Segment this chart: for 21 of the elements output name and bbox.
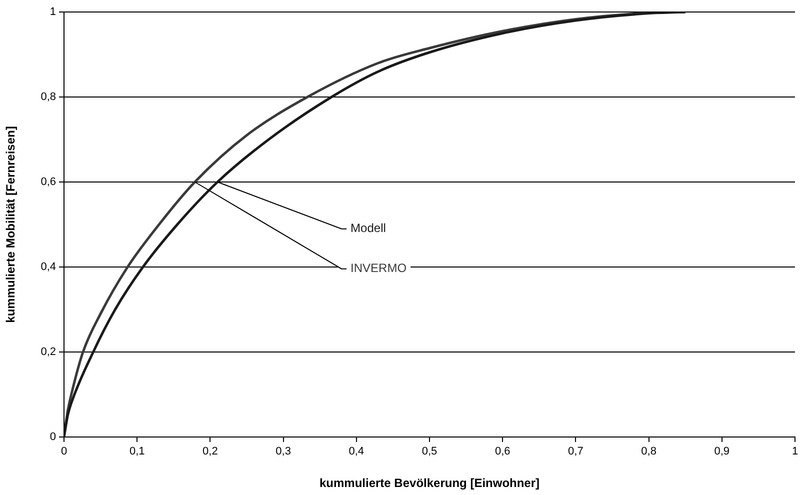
y-tick-label: 0 bbox=[50, 431, 56, 444]
y-tick-label: 0,6 bbox=[40, 176, 56, 188]
x-tick-label: 0,9 bbox=[714, 446, 730, 458]
x-tick-label: 0,8 bbox=[641, 446, 656, 458]
x-tick-label: 0 bbox=[60, 446, 68, 458]
x-tick-label: 1 bbox=[792, 446, 798, 458]
x-tick-label: 0,1 bbox=[129, 446, 145, 458]
x-tick-label: 0,6 bbox=[494, 446, 510, 458]
x-tick-label: 0,3 bbox=[276, 446, 291, 458]
x-axis-title: kummulierte Bevölkerung [Einwohner] bbox=[319, 476, 540, 490]
y-tick-label: 0,8 bbox=[40, 91, 56, 104]
x-tick-label: 0,5 bbox=[422, 446, 438, 458]
x-tick-label: 0,7 bbox=[568, 446, 584, 458]
y-axis-title: kummulierte Mobilität [Fernreisen] bbox=[4, 126, 18, 323]
text: INVERMO bbox=[350, 261, 407, 276]
y-tick-label: 0,2 bbox=[40, 346, 56, 358]
y-tick-label: 0,4 bbox=[40, 261, 56, 274]
x-tick-label: 0,4 bbox=[348, 446, 364, 458]
x-tick-label: 0,2 bbox=[202, 446, 218, 458]
y-tick-label: 1 bbox=[50, 6, 56, 18]
text: Modell bbox=[350, 221, 386, 236]
